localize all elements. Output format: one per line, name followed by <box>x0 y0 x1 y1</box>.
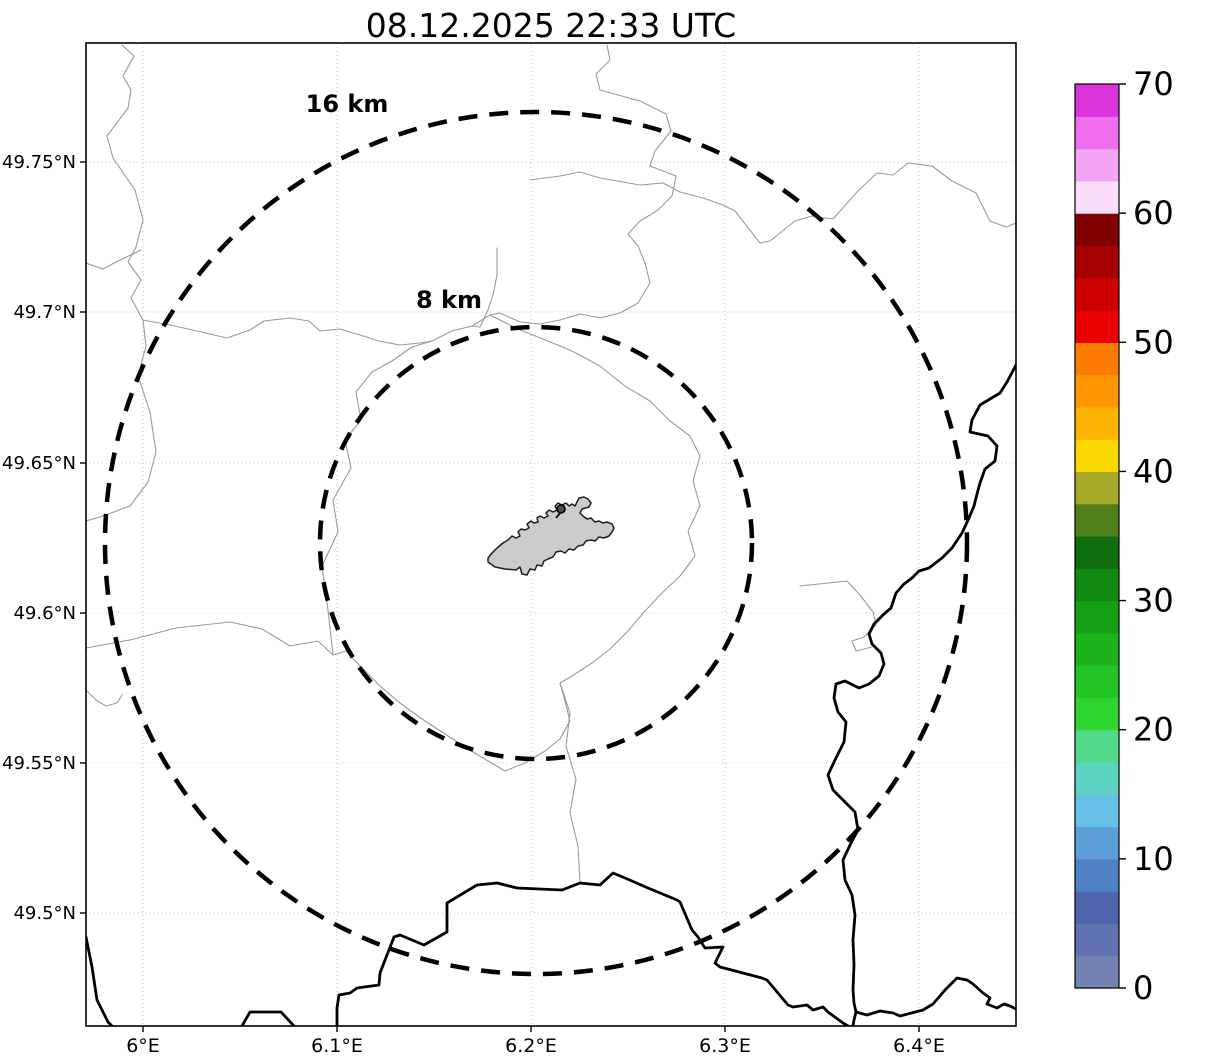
colorbar-segment <box>1075 148 1119 182</box>
range-ring-circle <box>102 109 970 977</box>
colorbar-tick-label: 30 <box>1133 582 1174 620</box>
colorbar-tick-label: 40 <box>1133 452 1174 490</box>
radar-site-marker <box>556 504 566 514</box>
colorbar-segment <box>1075 826 1119 860</box>
colorbar-segment <box>1075 891 1119 925</box>
admin-border-line <box>86 689 123 707</box>
colorbar-segment <box>1075 277 1119 311</box>
y-tick-label: 49.6°N <box>13 603 76 624</box>
y-tick-label: 49.75°N <box>2 152 76 173</box>
admin-border-line <box>142 317 433 346</box>
colorbar-tick-label: 0 <box>1133 969 1153 1007</box>
national-borders <box>86 363 1016 1026</box>
colorbar-segment <box>1075 568 1119 602</box>
admin-border-line <box>345 650 571 772</box>
colorbar-segment <box>1075 665 1119 699</box>
colorbar-tick-label: 50 <box>1133 323 1174 361</box>
colorbar-segment <box>1075 632 1119 666</box>
colorbar-segment <box>1075 955 1119 989</box>
x-tick-label: 6.1°E <box>311 1035 363 1057</box>
colorbar: 0 10 20 30 40 50 60 70 dBZ <box>1074 65 1207 1007</box>
axis-ticks <box>80 161 920 1032</box>
colorbar-segment <box>1075 439 1119 473</box>
national-border-line <box>86 935 114 1026</box>
y-tick-label: 49.5°N <box>13 903 76 924</box>
range-ring-label: 16 km <box>306 90 389 118</box>
range-rings <box>102 109 970 977</box>
colorbar-segment <box>1075 729 1119 763</box>
colorbar-segment <box>1075 310 1119 343</box>
y-tick-label: 49.7°N <box>13 302 76 323</box>
colorbar-segment <box>1075 794 1119 828</box>
x-tick-label: 6.4°E <box>893 1035 945 1057</box>
national-border-line <box>826 363 1016 1026</box>
x-tick-label: 6.2°E <box>505 1035 557 1057</box>
colorbar-segment <box>1075 923 1119 957</box>
airport-polygon <box>487 496 615 576</box>
x-tick-label: 6.3°E <box>699 1035 751 1057</box>
admin-border-line <box>86 621 347 656</box>
colorbar-segment <box>1075 503 1119 537</box>
axes-frame-rect <box>85 42 1017 1027</box>
y-tick-label: 49.65°N <box>2 453 76 474</box>
admin-border-line <box>529 162 1016 244</box>
admin-border-line <box>321 314 491 656</box>
figure-title: 08.12.2025 22:33 UTC <box>365 6 737 45</box>
colorbar-segment <box>1075 600 1119 634</box>
colorbar-tick-label: 10 <box>1133 840 1174 878</box>
colorbar-tick-label: 70 <box>1133 65 1174 103</box>
admin-border-line <box>86 249 142 270</box>
colorbar-segment <box>1075 84 1119 117</box>
national-border-line <box>854 976 1016 1018</box>
colorbar-segment <box>1075 213 1119 247</box>
admin-border-line <box>799 580 877 652</box>
colorbar-segment <box>1075 762 1119 795</box>
colorbar-tick-label: 60 <box>1133 194 1174 232</box>
axis-tick-labels: 6°E 6.1°E 6.2°E 6.3°E 6.4°E 49.75°N 49.7°N 49.6… <box>2 152 945 1057</box>
colorbar-segment <box>1075 245 1119 279</box>
admin-border-line <box>489 314 701 684</box>
national-border-line <box>335 871 850 1026</box>
x-tick-label: 6°E <box>126 1035 160 1057</box>
range-ring-labels: 16 km 8 km <box>306 90 482 314</box>
y-tick-label: 49.55°N <box>2 753 76 774</box>
admin-border-line <box>559 682 581 884</box>
graticule-gridlines <box>86 43 1016 1026</box>
admin-borders <box>86 44 1016 884</box>
range-ring-circle <box>317 324 755 762</box>
colorbar-segment <box>1075 116 1119 150</box>
admin-border-line <box>489 44 677 325</box>
airport-outline <box>487 496 615 576</box>
admin-border-line <box>86 44 157 522</box>
colorbar-segment <box>1075 471 1119 505</box>
admin-border-line <box>471 247 498 328</box>
colorbar-unit-label: dBZ <box>1204 504 1207 568</box>
colorbar-segment <box>1075 697 1119 731</box>
colorbar-segment <box>1075 406 1119 440</box>
colorbar-segment <box>1075 374 1119 408</box>
colorbar-segment <box>1075 342 1119 376</box>
colorbar-tick-label: 20 <box>1133 711 1174 749</box>
colorbar-segment <box>1075 858 1119 892</box>
range-ring-label: 8 km <box>416 286 482 314</box>
colorbar-segment <box>1075 180 1119 214</box>
national-border-line <box>240 1010 296 1026</box>
axes-frame <box>85 42 1017 1027</box>
colorbar-segment <box>1075 536 1119 569</box>
colorbar-frame <box>1074 83 1120 989</box>
